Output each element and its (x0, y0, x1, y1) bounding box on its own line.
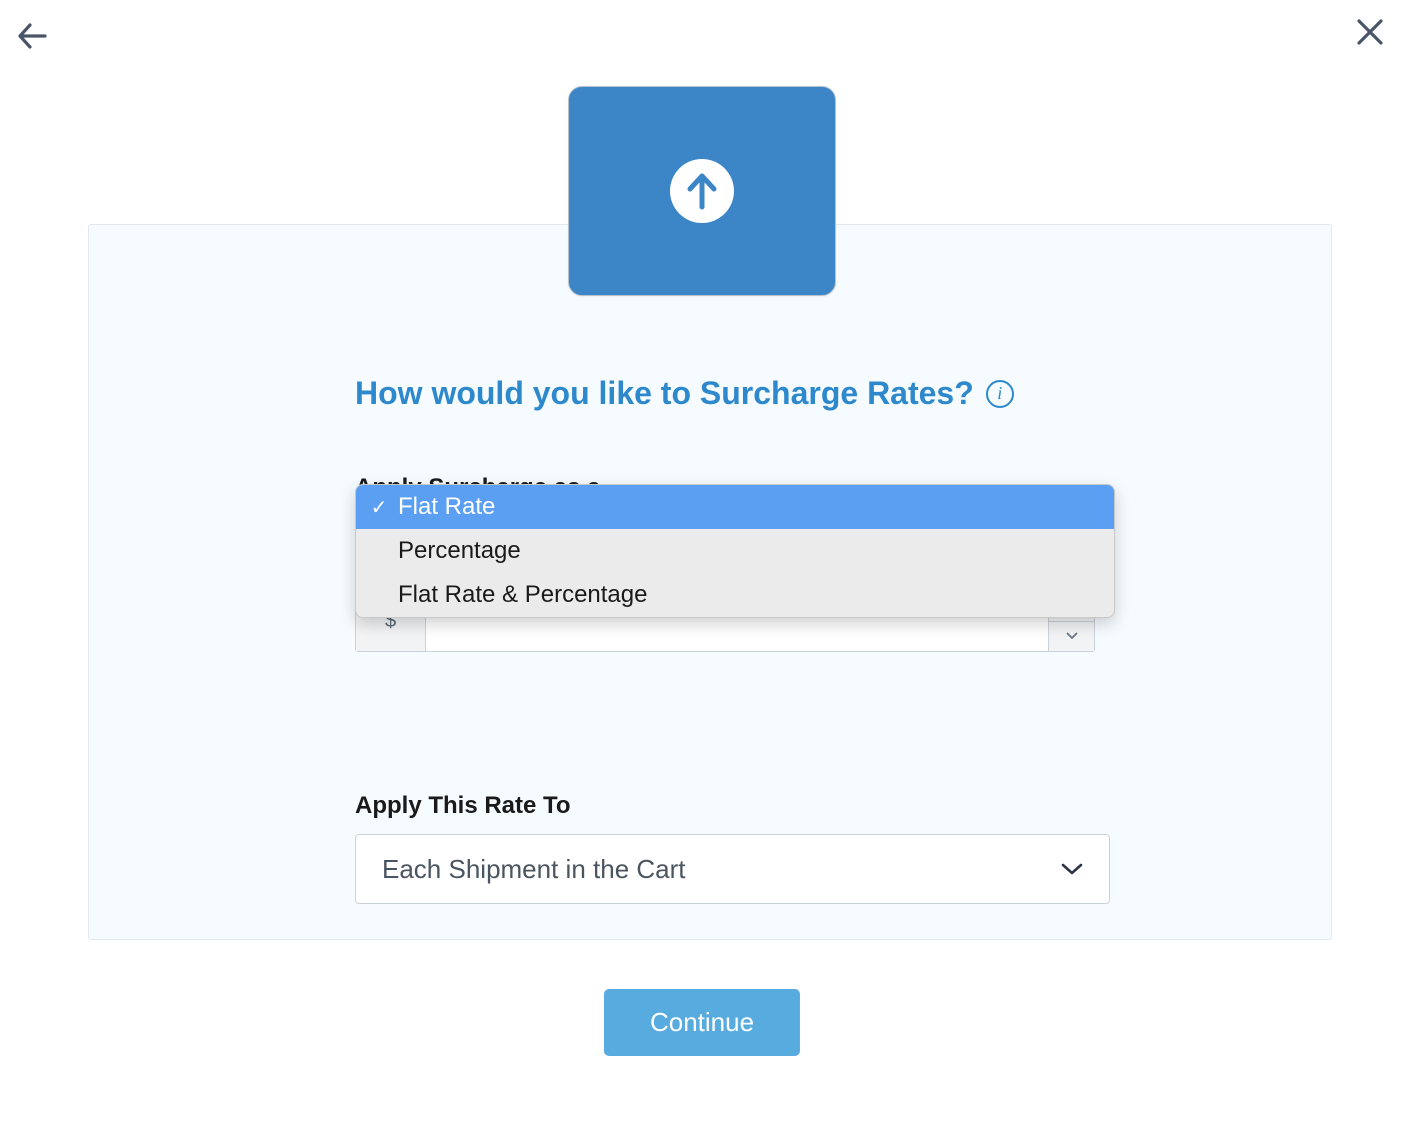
arrow-up-icon (684, 171, 720, 211)
apply-to-value: Each Shipment in the Cart (382, 854, 686, 885)
close-icon (1355, 17, 1385, 47)
apply-to-label: Apply This Rate To (355, 792, 1095, 820)
config-panel: How would you like to Surcharge Rates? i… (88, 224, 1332, 940)
panel-heading: How would you like to Surcharge Rates? (355, 375, 974, 412)
chevron-down-icon (1061, 862, 1083, 876)
dropdown-option-flat-and-percentage[interactable]: Flat Rate & Percentage (356, 573, 1114, 617)
hero-tile (568, 86, 836, 296)
option-label: Flat Rate (398, 493, 495, 521)
option-label: Flat Rate & Percentage (398, 581, 647, 609)
arrow-left-icon (17, 23, 47, 49)
option-label: Percentage (398, 537, 521, 565)
back-button[interactable] (14, 18, 50, 54)
step-down-button[interactable] (1049, 622, 1094, 652)
check-icon: ✓ (368, 495, 390, 520)
info-icon[interactable]: i (986, 380, 1014, 408)
close-button[interactable] (1350, 12, 1390, 52)
apply-to-select[interactable]: Each Shipment in the Cart (355, 834, 1110, 904)
dropdown-option-flat-rate[interactable]: ✓ Flat Rate (356, 485, 1114, 529)
dropdown-option-percentage[interactable]: Percentage (356, 529, 1114, 573)
hero-circle (670, 159, 734, 223)
continue-button[interactable]: Continue (604, 989, 800, 1056)
chevron-down-icon (1066, 632, 1078, 640)
surcharge-type-dropdown: ✓ Flat Rate Percentage Flat Rate & Perce… (355, 484, 1115, 618)
